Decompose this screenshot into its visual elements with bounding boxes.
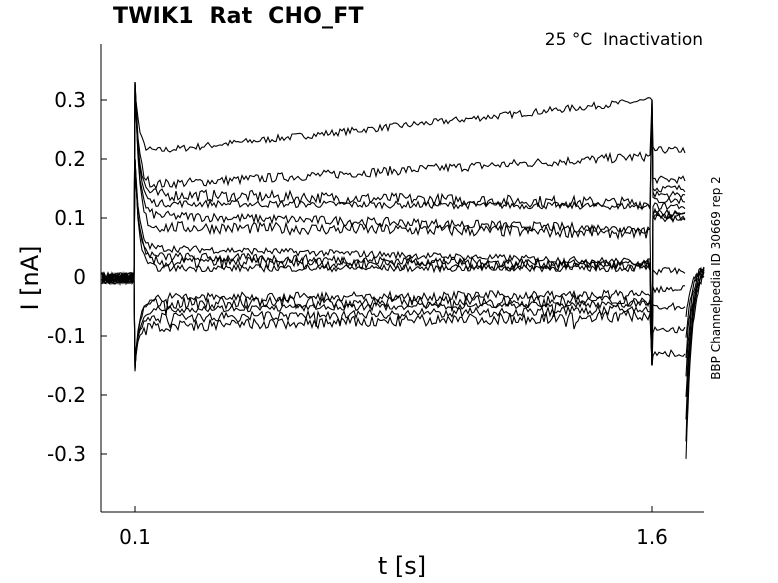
y-tick-label: 0 [73,265,86,289]
current-trace [101,266,686,372]
y-tick-label: 0.2 [54,147,86,171]
y-axis-label: I [nA] [16,245,44,311]
y-tick-label: 0.1 [54,206,86,230]
chart-title: TWIK1 Rat CHO_FT [113,4,364,29]
y-tick-label: 0.3 [54,88,86,112]
current-trace [101,82,686,285]
y-tick-label: -0.3 [46,442,86,466]
current-trace [101,271,686,367]
current-trace [101,82,686,284]
current-traces [101,82,705,459]
current-trace [101,82,686,286]
axes [100,44,704,513]
recovery-trace [685,266,705,317]
recovery-trace [685,273,705,442]
y-tick-label: -0.1 [46,324,86,348]
current-trace [101,82,686,366]
current-trace [101,272,686,368]
recovery-trace [685,268,705,377]
y-tick-label: -0.2 [46,383,86,407]
x-axis-label: t [s] [377,552,427,580]
current-trace [101,272,686,370]
x-tick-label: 0.1 [119,525,151,549]
x-tick-label: 1.6 [636,525,668,549]
current-trace [101,158,686,366]
recovery-trace [685,269,705,397]
current-trace [101,82,686,283]
source-label: BBP Channelpedia ID 30669 rep 2 [709,176,723,380]
current-trace [101,158,686,366]
chart-subtitle: 25 °C Inactivation [544,30,703,50]
current-trace [101,271,685,371]
current-trace [101,82,686,285]
current-trace [101,158,686,366]
